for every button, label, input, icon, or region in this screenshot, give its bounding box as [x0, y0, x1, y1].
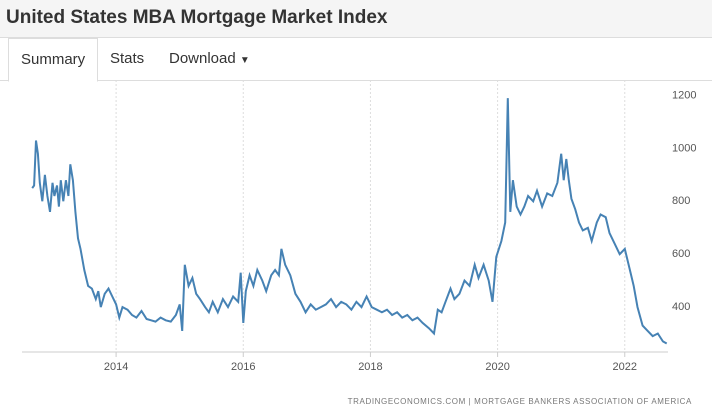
- page-title: United States MBA Mortgage Market Index: [6, 7, 388, 28]
- tab-download-label: Download: [169, 50, 236, 67]
- x-tick-label: 2014: [104, 361, 128, 373]
- y-tick-label: 400: [672, 301, 690, 313]
- tab-summary[interactable]: Summary: [8, 38, 99, 82]
- dropdown-caret: ▼: [239, 55, 250, 66]
- x-tick-label: 2020: [485, 361, 509, 373]
- header: United States MBA Mortgage Market Index: [0, 0, 712, 38]
- chart: 2014 2016 2018 2020 2022 400 600 800 1000 1200 TRA…: [22, 80, 696, 406]
- x-tick-label: 2022: [613, 361, 637, 373]
- y-tick-label: 1200: [672, 89, 696, 101]
- y-tick-label: 1000: [672, 142, 696, 154]
- y-tick-label: 600: [672, 248, 690, 260]
- tab-stats[interactable]: Stats: [110, 50, 145, 67]
- data-line: [31, 98, 668, 345]
- x-tick-label: 2016: [231, 361, 255, 373]
- tab-download[interactable]: Download ▼: [157, 38, 262, 80]
- y-tick-label: 800: [672, 195, 690, 207]
- tab-bar: Summary Stats Download ▼: [0, 38, 712, 82]
- source-note: TRADINGECONOMICS.COM | MORTGAGE BANKERS …: [348, 397, 692, 406]
- x-tick-label: 2018: [358, 361, 382, 373]
